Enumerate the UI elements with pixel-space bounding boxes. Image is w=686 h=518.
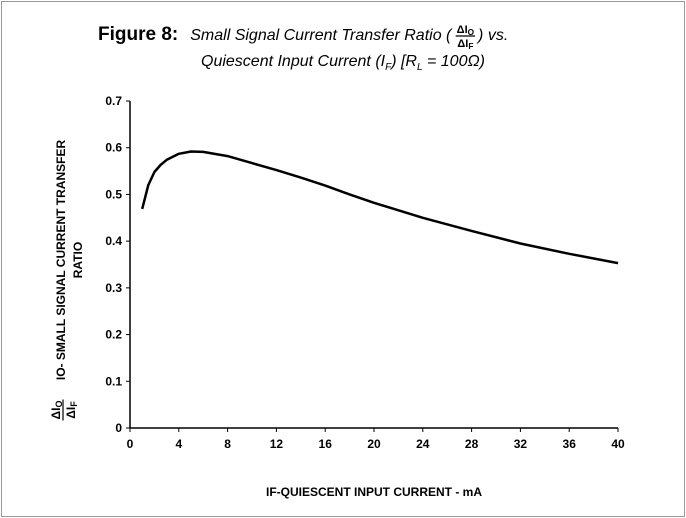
fraction-sub: F bbox=[69, 401, 79, 407]
y-tick-label: 0.6 bbox=[105, 141, 122, 155]
fraction-text: ΔI bbox=[457, 24, 468, 36]
y-label-line: RATIO bbox=[71, 242, 85, 278]
fraction-text: ΔI bbox=[64, 407, 78, 419]
title-piece: Quiescent Input Current (I bbox=[201, 53, 386, 70]
y-tick-label: 0.2 bbox=[105, 328, 122, 342]
x-tick-label: 32 bbox=[514, 437, 528, 451]
x-tick-label: 36 bbox=[563, 437, 577, 451]
x-tick-label: 4 bbox=[175, 437, 182, 451]
title-sub: F bbox=[385, 62, 392, 73]
title-piece: = 100Ω) bbox=[423, 53, 485, 70]
line-series bbox=[140, 150, 619, 265]
fraction-text: ΔI bbox=[49, 408, 63, 420]
y-axis-label: IO- SMALL SIGNAL CURRENT TRANSFER RATIO … bbox=[49, 140, 85, 421]
chart-title: Figure 8: Small Signal Current Transfer R… bbox=[98, 24, 453, 45]
title-piece: ) [R bbox=[389, 53, 417, 70]
fraction-text: ΔI bbox=[457, 38, 468, 50]
title-text: Small Signal Current Transfer Ratio ( bbox=[190, 27, 453, 44]
y-tick-label: 0.5 bbox=[105, 187, 122, 201]
title-text-end: ) vs. bbox=[476, 27, 508, 44]
x-tick-label: 24 bbox=[416, 437, 430, 451]
fraction-part: ΔIO bbox=[457, 24, 475, 37]
x-tick-label: 16 bbox=[319, 437, 333, 451]
fraction-sub: F bbox=[468, 42, 473, 51]
y-tick-label: 0.3 bbox=[105, 281, 122, 295]
title-sub: L bbox=[417, 62, 423, 73]
x-tick-label: 12 bbox=[270, 437, 284, 451]
y-tick-label: 0.1 bbox=[105, 374, 122, 388]
y-label-line: IO- SMALL SIGNAL CURRENT TRANSFER bbox=[54, 140, 68, 381]
fraction-sub: O bbox=[54, 401, 64, 408]
title-label: Figure 8: bbox=[98, 24, 178, 45]
x-tick-label: 40 bbox=[611, 437, 625, 451]
fraction-part: ΔIF bbox=[457, 38, 473, 51]
y-tick-label: 0.4 bbox=[105, 234, 122, 248]
fraction-sub: O bbox=[468, 28, 475, 37]
x-tick-label: 0 bbox=[127, 437, 134, 451]
x-tick-label: 28 bbox=[465, 437, 479, 451]
x-tick-label: 20 bbox=[367, 437, 381, 451]
x-axis-label: IF-QUIESCENT INPUT CURRENT - mA bbox=[266, 485, 482, 499]
y-tick-label: 0 bbox=[115, 421, 122, 435]
title-line2: Quiescent Input Current (IF) [RL = 100Ω) bbox=[201, 53, 485, 73]
y-tick-label: 0.7 bbox=[105, 94, 122, 108]
fraction-part: ΔIO bbox=[49, 401, 64, 420]
fraction-part: ΔIF bbox=[64, 401, 79, 419]
x-tick-label: 8 bbox=[224, 437, 231, 451]
